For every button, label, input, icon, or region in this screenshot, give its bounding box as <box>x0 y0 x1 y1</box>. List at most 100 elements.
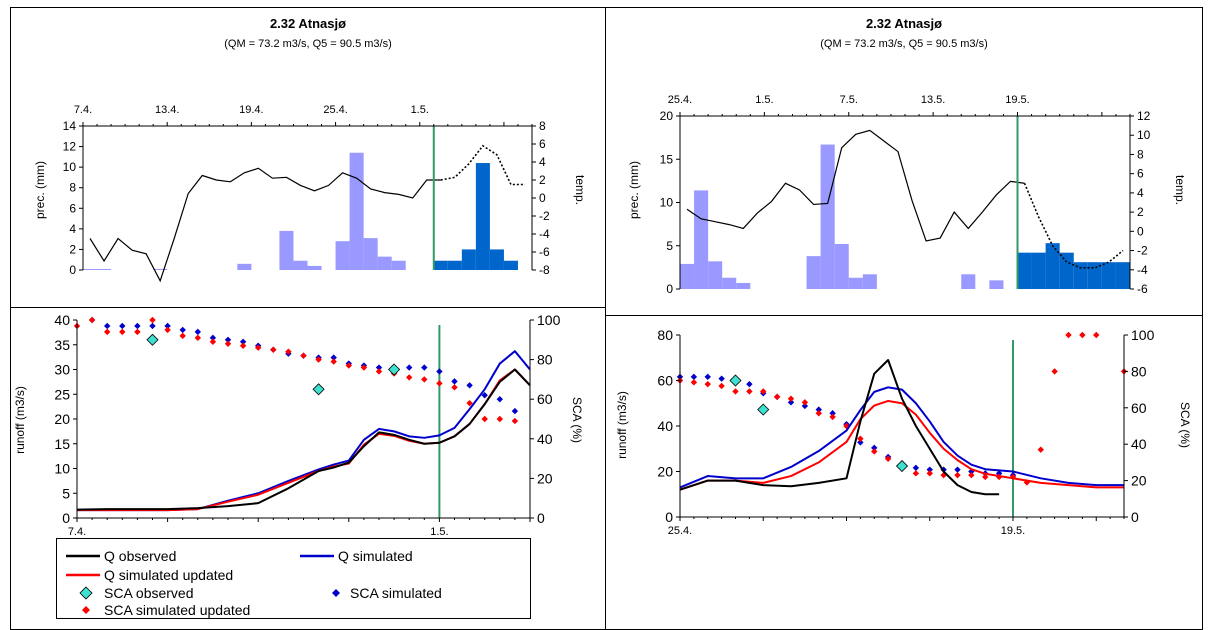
sca-simulated-point <box>421 364 428 371</box>
y-tick-label: 35 <box>54 337 70 353</box>
y-tick-label: 5 <box>62 485 70 501</box>
sca-simulated-updated-point <box>239 342 247 349</box>
precip-bar-forecast <box>1101 262 1116 289</box>
y-tick-label: 15 <box>54 436 70 452</box>
y-tick-label: 12 <box>63 140 77 154</box>
top-tick-label: 1.5. <box>755 94 773 106</box>
y-tick-label: 60 <box>657 373 673 389</box>
legend-label-q-observed: Q observed <box>104 548 176 564</box>
sca-simulated-updated-point <box>829 413 836 421</box>
sca-simulated-point <box>496 396 503 403</box>
sca-simulated-updated-point <box>815 410 822 417</box>
sca-simulated-point <box>209 334 217 342</box>
legend-swatch-sca-simulated <box>332 589 340 597</box>
y2-tick-label: 8 <box>539 119 546 133</box>
y-tick-label: 10 <box>660 196 674 210</box>
precip-bar-observed <box>349 152 364 270</box>
sca-observed-point <box>757 403 770 416</box>
sca-simulated-updated-point <box>209 338 217 345</box>
sca-simulated-point <box>857 439 864 446</box>
sca-simulated-updated-point <box>375 368 383 375</box>
sca-simulated-updated-point <box>732 388 739 395</box>
legend-label-q-simulated: Q simulated <box>338 548 413 564</box>
sca-observed-point <box>312 383 325 396</box>
y2-axis-label-top-left: temp. <box>573 175 587 205</box>
y2-tick-label: 80 <box>1131 363 1147 379</box>
y-tick-label: 0 <box>666 282 673 296</box>
sca-simulated-updated-point <box>912 470 920 477</box>
sca-simulated-point <box>104 322 111 330</box>
y-axis-label-bottom-left: runoff (m3/s) <box>13 386 27 454</box>
y2-tick-label: 8 <box>1137 147 1144 161</box>
sca-simulated-updated-point <box>466 399 473 407</box>
legend-swatch-sca-simulated-updated <box>82 606 90 614</box>
y2-tick-label: -4 <box>539 227 550 241</box>
runoff-line-q-sim-upd <box>679 399 1124 491</box>
y2-tick-label: -2 <box>539 209 550 223</box>
precip-bar-observed <box>363 238 378 270</box>
sca-simulated-updated-point <box>164 326 171 334</box>
top-tick-label: 13.5. <box>921 94 945 106</box>
sca-simulated-point <box>481 392 488 399</box>
sca-simulated-point <box>194 328 201 336</box>
sca-simulated-updated-point <box>857 435 864 442</box>
sca-simulated-point <box>164 322 171 330</box>
x-tick-label: 7.4. <box>68 526 86 538</box>
sca-simulated-point <box>119 322 126 330</box>
top-tick-label: 13.4. <box>155 104 179 116</box>
top-tick-label: 25.4. <box>668 94 692 106</box>
y2-tick-label: 40 <box>537 431 553 447</box>
sca-observed-point <box>388 363 401 376</box>
y2-tick-label: -4 <box>1137 263 1148 277</box>
top-tick-label: 25.4. <box>323 104 347 116</box>
sca-simulated-point <box>704 373 711 381</box>
precip-bar-forecast <box>1087 262 1102 289</box>
temp-line-forecast <box>1023 182 1124 269</box>
y-tick-label: 20 <box>660 109 674 123</box>
sca-simulated-updated-point <box>134 328 141 336</box>
precip-bar-observed <box>307 265 322 270</box>
sca-simulated-updated-point <box>1093 331 1100 339</box>
sca-simulated-updated-point <box>406 374 413 381</box>
sca-simulated-updated-point <box>255 344 262 351</box>
y2-tick-label: 20 <box>537 470 553 486</box>
sca-simulated-point <box>787 399 795 406</box>
y-tick-label: 0 <box>62 510 70 526</box>
sca-simulated-updated-point <box>149 316 156 324</box>
sca-simulated-updated-point <box>773 393 781 401</box>
y2-tick-label: -2 <box>1137 244 1148 258</box>
sca-simulated-updated-point <box>690 379 698 386</box>
temp-line-forecast <box>440 144 525 186</box>
sca-simulated-updated-point <box>1065 331 1072 339</box>
sca-simulated-point <box>466 382 473 389</box>
y2-tick-label: -6 <box>539 245 550 259</box>
precip-bar-observed <box>708 261 723 289</box>
y-axis-label-bottom-right: runoff (m3/s) <box>615 391 629 459</box>
precip-bar-observed <box>834 244 849 289</box>
y-tick-label: 10 <box>63 160 77 174</box>
y2-tick-label: 40 <box>1131 436 1147 452</box>
y-tick-label: 2 <box>69 242 76 256</box>
sca-simulated-updated-point <box>451 384 458 391</box>
sca-simulated-updated-point <box>270 346 277 353</box>
sca-simulated-updated-point <box>496 415 503 423</box>
precip-bar-forecast <box>489 249 504 270</box>
precip-bar-observed <box>153 268 168 270</box>
sca-simulated-point <box>511 407 519 415</box>
sca-simulated-updated-point <box>194 334 201 342</box>
precip-temp-chart-left: 0 2 4 6 8 10 12 14 -8 -6 -4 -2 0 2 4 6 8 7.4. 13.4. 19.4. 25… <box>63 104 550 283</box>
precip-bar-observed <box>722 277 737 289</box>
precip-bar-observed <box>391 260 406 270</box>
sca-observed-point <box>146 333 159 346</box>
sca-simulated-point <box>134 322 141 330</box>
precip-bar-forecast <box>1045 243 1060 289</box>
sca-simulated-point <box>375 364 383 371</box>
y-axis-label-top-left: prec. (mm) <box>33 161 47 219</box>
sca-simulated-updated-point <box>760 388 767 395</box>
chart-subtitle-top-right: (QM = 73.2 m3/s, Q5 = 90.5 m3/s) <box>820 38 988 50</box>
sca-simulated-point <box>912 464 920 472</box>
y-tick-label: 20 <box>657 464 673 480</box>
sca-simulated-updated-point <box>884 455 892 462</box>
y2-tick-label: 100 <box>537 312 561 328</box>
precip-bar-observed <box>989 280 1004 289</box>
